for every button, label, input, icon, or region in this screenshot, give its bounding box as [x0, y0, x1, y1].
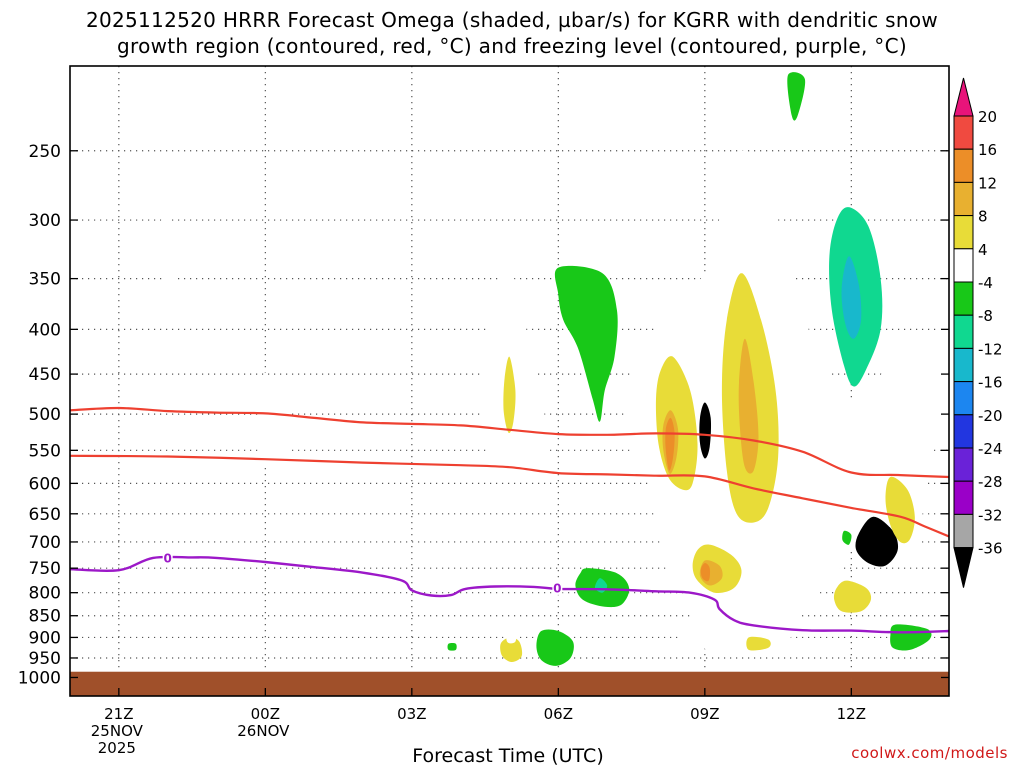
- omega-region: [787, 72, 806, 121]
- y-tick-label: 400: [29, 320, 61, 340]
- y-tick-label: 1000: [18, 668, 61, 688]
- ground-terrain: [70, 671, 949, 696]
- colorbar-box: [953, 314, 974, 349]
- x-tick-label: 06Z: [544, 705, 573, 723]
- colorbar-box: [953, 115, 974, 150]
- colorbar-label: 16: [978, 141, 997, 159]
- y-tick-label: 250: [29, 142, 61, 162]
- colorbar-box: [953, 148, 974, 183]
- colorbar-label: -28: [978, 473, 1003, 491]
- omega-region: [833, 580, 872, 613]
- omega-region: [890, 624, 932, 651]
- y-tick-label: 800: [29, 584, 61, 604]
- dgz-contour-line: [70, 454, 949, 538]
- x-tick-label: 00Z: [251, 705, 280, 723]
- y-tick-label: 750: [29, 559, 61, 579]
- colorbar-box: [953, 181, 974, 217]
- x-tick-label: 21Z: [104, 705, 133, 723]
- x-tick-date: 26NOV: [237, 722, 290, 740]
- omega-region: [855, 516, 899, 567]
- chart-title-line-2: growth region (contoured, red, °C) and f…: [117, 34, 907, 58]
- colorbar-min-arrow: [953, 547, 974, 588]
- omega-region: [500, 637, 523, 662]
- colorbar-box: [953, 281, 974, 316]
- colorbar-label: -12: [978, 340, 1003, 358]
- y-tick-label: 500: [29, 405, 61, 425]
- y-tick-label: 350: [29, 270, 61, 290]
- y-tick-label: 650: [29, 505, 61, 525]
- colorbar-label: 8: [978, 208, 988, 226]
- y-tick-label: 700: [29, 533, 61, 553]
- y-tick-label: 900: [29, 628, 61, 648]
- omega-region: [447, 642, 457, 651]
- x-tick-date: 25NOV: [91, 722, 144, 740]
- y-tick-label: 450: [29, 365, 61, 385]
- freezing-level-label: 0: [163, 551, 171, 565]
- colorbar-label: -36: [978, 540, 1003, 558]
- colorbar-label: -8: [978, 307, 993, 325]
- omega-region: [665, 417, 675, 471]
- site-credit: coolwx.com/models: [851, 744, 1008, 762]
- omega-region: [554, 265, 618, 422]
- colorbar-label: -32: [978, 506, 1003, 524]
- colorbar-label: 12: [978, 174, 997, 192]
- plot-frame: [69, 65, 950, 697]
- omega-region: [885, 476, 915, 544]
- omega-region: [536, 629, 574, 666]
- omega-region: [506, 625, 517, 644]
- colorbar-label: 4: [978, 241, 988, 259]
- omega-region: [503, 356, 516, 434]
- y-tick-label: 950: [29, 649, 61, 669]
- omega-region: [841, 256, 862, 339]
- freezing-label-bg: [162, 550, 173, 565]
- omega-region: [156, 206, 179, 295]
- y-tick-label: 550: [29, 441, 61, 461]
- x-tick-label: 09Z: [690, 705, 719, 723]
- omega-region: [482, 269, 549, 478]
- omega-region: [842, 530, 852, 545]
- x-axis-title: Forecast Time (UTC): [412, 745, 604, 767]
- freezing-level-line: [70, 555, 949, 634]
- colorbar-label: -16: [978, 374, 1003, 392]
- colorbar-label: -4: [978, 274, 993, 292]
- omega-region: [746, 636, 771, 651]
- freezing-label-bg: [552, 580, 563, 595]
- dgz-contour-line: [70, 406, 949, 479]
- colorbar-box: [953, 215, 974, 250]
- colorbar-box: [953, 381, 974, 416]
- colorbar-label: -20: [978, 407, 1003, 425]
- colorbar-box: [953, 347, 974, 383]
- omega-region: [699, 402, 712, 459]
- colorbar-box: [953, 513, 974, 549]
- omega-region: [257, 372, 292, 465]
- y-tick-label: 600: [29, 474, 61, 494]
- omega-region: [700, 563, 711, 582]
- x-tick-label: 12Z: [837, 705, 866, 723]
- x-tick-label: 03Z: [397, 705, 426, 723]
- freezing-level-label: 0: [553, 581, 561, 595]
- colorbar-box: [953, 480, 974, 515]
- y-tick-label: 300: [29, 211, 61, 231]
- colorbar-box: [953, 414, 974, 449]
- colorbar-box: [953, 248, 974, 283]
- colorbar-max-arrow: [953, 77, 974, 117]
- y-tick-label: 850: [29, 607, 61, 627]
- x-tick-year: 2025: [98, 739, 136, 757]
- colorbar-label: -24: [978, 440, 1003, 458]
- colorbar-label: 20: [978, 108, 997, 126]
- colorbar-box: [953, 447, 974, 482]
- chart-title-line-1: 2025112520 HRRR Forecast Omega (shaded, …: [85, 8, 939, 32]
